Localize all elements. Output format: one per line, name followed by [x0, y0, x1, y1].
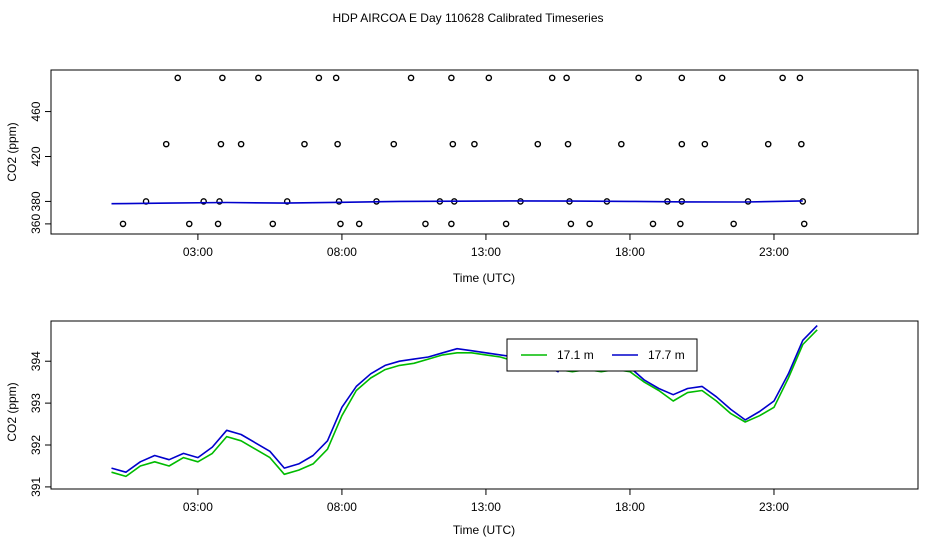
y-tick-label: 380 — [29, 191, 43, 211]
y-tick-label: 360 — [29, 214, 43, 234]
data-point — [301, 140, 308, 148]
data-point — [407, 74, 415, 82]
data-point — [678, 74, 686, 82]
data-point — [216, 198, 223, 205]
data-point — [448, 74, 455, 82]
x-tick-label: 18:00 — [615, 245, 645, 259]
x-tick-label: 13:00 — [471, 245, 501, 259]
data-point — [548, 74, 556, 82]
figure-title: HDP AIRCOA E Day 110628 Calibrated Times… — [332, 11, 603, 25]
x-tick-label: 13:00 — [471, 500, 501, 514]
data-point — [269, 220, 277, 228]
data-point — [730, 220, 737, 228]
data-point — [764, 140, 772, 148]
y-tick-label: 393 — [29, 393, 43, 413]
data-point — [677, 220, 684, 228]
data-point — [567, 220, 575, 228]
y-tick-label: 460 — [29, 101, 43, 121]
y-tick-label: 394 — [29, 351, 43, 371]
legend-label-17-1m: 17.1 m — [557, 348, 594, 362]
top-panel: 03:00 08:00 13:00 18:00 23:00 360 380 420 460 T… — [5, 69, 919, 285]
bottom-x-axis: 03:00 08:00 13:00 18:00 23:00 — [183, 489, 789, 514]
top-series — [111, 74, 808, 228]
bottom-y-axis-label: CO2 (ppm) — [5, 382, 19, 441]
data-point — [796, 74, 804, 82]
y-tick-label: 420 — [29, 146, 43, 166]
top-plot-frame — [50, 69, 919, 235]
data-point — [586, 220, 593, 228]
data-point — [337, 220, 344, 228]
data-point — [237, 140, 245, 148]
data-point — [701, 140, 709, 148]
x-tick-label: 23:00 — [759, 245, 789, 259]
data-point — [335, 198, 343, 205]
data-point — [502, 220, 510, 228]
legend: 17.1 m 17.7 m — [506, 338, 698, 372]
bottom-panel: 03:00 08:00 13:00 18:00 23:00 391 392 393 394 1… — [5, 320, 919, 537]
series-line-17-1-m — [111, 329, 818, 478]
data-point — [185, 220, 193, 228]
data-point — [422, 220, 429, 228]
data-point — [534, 140, 542, 148]
series-line-trend — [111, 200, 803, 205]
data-point — [635, 74, 642, 82]
data-point — [332, 74, 340, 82]
data-point — [217, 140, 225, 148]
x-tick-label: 03:00 — [183, 245, 213, 259]
data-point — [718, 74, 726, 82]
y-tick-label: 391 — [29, 477, 43, 497]
data-point — [219, 74, 226, 82]
data-point — [448, 220, 455, 228]
data-point — [334, 140, 341, 148]
data-point — [779, 74, 786, 82]
data-point — [162, 140, 170, 148]
data-point — [355, 220, 363, 228]
data-point — [390, 140, 398, 148]
data-point — [471, 140, 478, 148]
data-point — [618, 140, 625, 148]
x-tick-label: 23:00 — [759, 500, 789, 514]
x-tick-label: 08:00 — [327, 245, 357, 259]
data-point — [255, 74, 262, 82]
top-y-axis: 360 380 420 460 — [29, 101, 51, 234]
top-x-axis: 03:00 08:00 13:00 18:00 23:00 — [183, 234, 789, 259]
data-point — [449, 140, 457, 148]
x-tick-label: 18:00 — [615, 500, 645, 514]
data-point — [563, 74, 570, 82]
bottom-y-axis: 391 392 393 394 — [29, 351, 51, 497]
bottom-series — [111, 325, 818, 478]
data-point — [485, 74, 493, 82]
data-point — [283, 198, 291, 205]
x-tick-label: 03:00 — [183, 500, 213, 514]
legend-label-17-7m: 17.7 m — [648, 348, 685, 362]
top-x-axis-label: Time (UTC) — [453, 271, 515, 285]
y-tick-label: 392 — [29, 435, 43, 455]
data-point — [800, 220, 808, 228]
top-y-axis-label: CO2 (ppm) — [5, 122, 19, 181]
series-line-17-7-m — [111, 325, 818, 473]
data-point — [564, 140, 572, 148]
data-point — [798, 140, 805, 148]
data-point — [200, 198, 207, 205]
data-point — [678, 140, 686, 148]
x-tick-label: 08:00 — [327, 500, 357, 514]
bottom-x-axis-label: Time (UTC) — [453, 523, 515, 537]
data-point — [315, 74, 323, 82]
data-point — [174, 74, 182, 82]
bottom-plot-frame — [50, 320, 919, 490]
data-point — [214, 220, 222, 228]
data-point — [649, 220, 657, 228]
data-point — [119, 220, 127, 228]
